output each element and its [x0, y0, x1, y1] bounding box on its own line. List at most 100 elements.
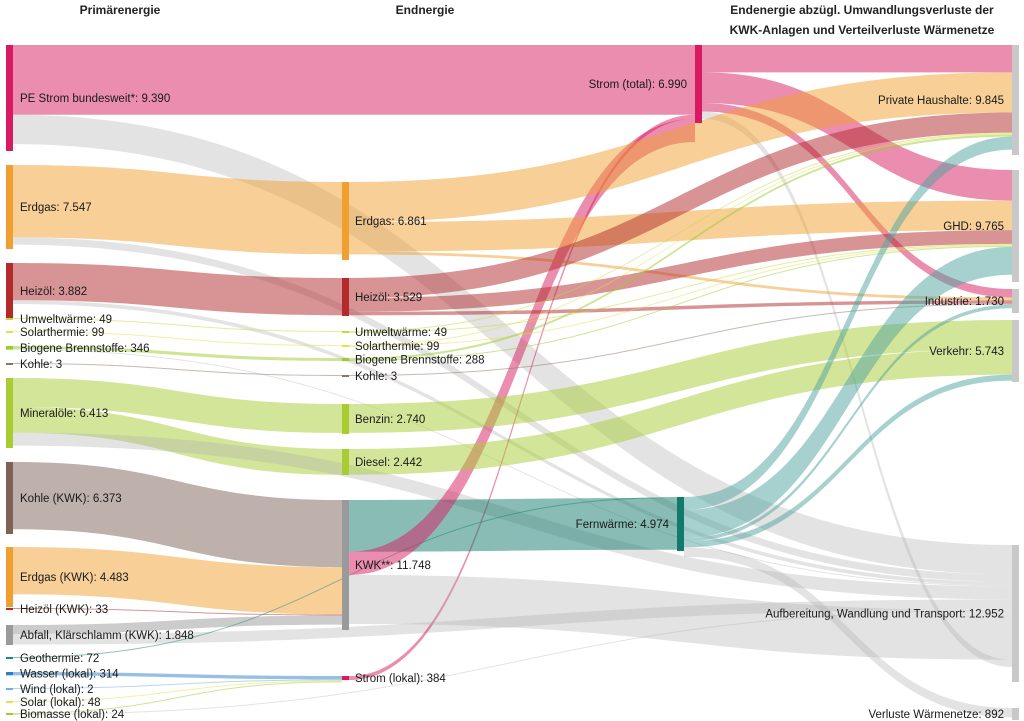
- node-p_kohle: [6, 363, 13, 365]
- label-p_geo: Geothermie: 72: [20, 653, 99, 665]
- label-p_wind: Wind (lokal): 2: [20, 684, 94, 696]
- flow-p_kohle_kwk-to-e_kwk: [13, 462, 342, 568]
- label-f_aufbereitung: Aufbereitung, Wandlung und Transport: 12…: [765, 609, 1004, 621]
- label-e_benzin: Benzin: 2.740: [355, 414, 425, 426]
- label-f_verkehr: Verkehr: 5.743: [929, 346, 1004, 358]
- flow-p_biogen-to-f_aufbereitung: [13, 349, 1012, 587]
- flow-e_erdgas-to-f_ghd: [349, 200, 1012, 252]
- flow-e_fernwaerme-to-f_haushalte: [684, 136, 1012, 510]
- label-f_haushalte: Private Haushalte: 9.845: [878, 95, 1004, 107]
- flow-p_erdgas-to-e_erdgas: [13, 165, 342, 255]
- flow-p_biomasse-to-e_strom_lokal: [13, 681, 342, 714]
- label-p_heizoel: Heizöl: 3.882: [20, 286, 87, 298]
- flow-e_biogen-to-f_ghd: [349, 245, 1012, 362]
- node-p_solar: [6, 331, 13, 333]
- header-endnergie: Endnergie: [396, 3, 455, 17]
- flow-e_strom_total-to-f_industrie: [702, 103, 1012, 298]
- flow-p_erdgas_kwk-to-e_kwk: [13, 547, 342, 615]
- flow-e_umwelt-to-f_ghd: [349, 243, 1012, 333]
- flow-p_solar_lokal-to-e_strom_lokal: [13, 680, 342, 702]
- flow-e_kwk-to-f_aufbereitung: [349, 574, 1012, 660]
- node-p_mineral: [6, 378, 13, 448]
- node-p_solar_lokal: [6, 701, 13, 703]
- node-e_heizoel: [342, 278, 349, 316]
- node-p_wasser: [6, 672, 13, 676]
- label-e_umwelt: Umweltwärme: 49: [355, 327, 447, 339]
- flow-p_abfall-to-e_kwk: [13, 615, 342, 635]
- label-e_heizoel: Heizöl: 3.529: [355, 292, 422, 304]
- label-e_strom_lokal: Strom (lokal): 384: [355, 673, 446, 685]
- nodes-layer: [6, 45, 1019, 720]
- node-p_erdgas: [6, 165, 13, 249]
- flow-p_kohle-to-e_kohle: [13, 363, 342, 376]
- label-e_fernwaerme: Fernwärme: 4.974: [576, 519, 670, 531]
- flow-e_fernwaerme-to-f_verkehr: [684, 374, 1012, 548]
- flow-e_fernwaerme-to-f_industrie: [684, 304, 1012, 542]
- node-f_verluste: [1012, 708, 1019, 720]
- label-e_biogen: Biogene Brennstoffe: 288: [355, 355, 485, 367]
- label-p_kohle: Kohle: 3: [20, 359, 62, 371]
- node-f_ghd: [1012, 170, 1019, 282]
- label-f_industrie: Industrie: 1.730: [925, 296, 1004, 308]
- node-p_biomasse: [6, 713, 13, 715]
- label-e_strom_total: Strom (total): 6.990: [589, 79, 687, 91]
- flow-e_kohle-to-f_industrie: [349, 303, 1012, 376]
- node-e_umwelt: [342, 331, 349, 333]
- node-f_haushalte: [1012, 45, 1019, 155]
- flow-e_solar-to-f_ghd: [349, 244, 1012, 347]
- label-e_diesel: Diesel: 2.442: [355, 457, 422, 469]
- node-f_industrie: [1012, 289, 1019, 313]
- label-pe_strom: PE Strom bundesweit*: 9.390: [20, 93, 170, 105]
- label-e_kohle: Kohle: 3: [355, 371, 397, 383]
- header-endenergie-line1: Endenergie abzügl. Umwandlungsverluste d…: [730, 3, 994, 17]
- node-f_aufbereitung: [1012, 545, 1019, 682]
- label-p_erdgas_kwk: Erdgas (KWK): 4.483: [20, 572, 129, 584]
- node-e_fernwaerme: [677, 497, 684, 551]
- label-e_erdgas: Erdgas: 6.861: [355, 216, 427, 228]
- flow-e_strom_total-to-f_haushalte: [702, 45, 1012, 73]
- header-primaerenergie: Primärenergie: [80, 3, 161, 17]
- node-p_heizoel: [6, 263, 13, 319]
- node-e_erdgas: [342, 182, 349, 260]
- node-e_strom_lokal: [342, 676, 349, 681]
- header-endenergie-line2: KWK-Anlagen und Verteilverluste Wärmenet…: [730, 23, 995, 37]
- node-p_erdgas_kwk: [6, 547, 13, 607]
- flow-p_abfall-to-f_aufbereitung: [13, 599, 1012, 645]
- node-e_diesel: [342, 449, 349, 475]
- flow-e_umwelt-to-f_haushalte: [349, 132, 1012, 332]
- flow-e_heizoel-to-f_ghd: [349, 230, 1012, 312]
- label-f_ghd: GHD: 9.765: [943, 221, 1004, 233]
- label-f_verluste: Verluste Wärmenetze: 892: [868, 709, 1004, 721]
- flow-p_biogen-to-e_biogen: [13, 346, 342, 362]
- flow-e_fernwaerme-to-f_ghd: [684, 246, 1012, 538]
- node-p_wind: [6, 688, 13, 690]
- node-p_geo: [6, 657, 13, 659]
- flow-e_heizoel-to-f_haushalte: [349, 112, 1012, 299]
- label-p_abfall: Abfall, Klärschlamm (KWK): 1.848: [20, 630, 194, 642]
- node-e_solar: [342, 345, 349, 347]
- flow-e_biogen-to-f_haushalte: [349, 134, 1012, 361]
- flow-p_heizoel-to-e_heizoel: [13, 263, 342, 316]
- flow-p_wasser-to-e_strom_lokal: [13, 672, 342, 680]
- flow-p_heizoel_kwk-to-e_kwk: [13, 608, 342, 616]
- flow-p_biomasse-to-f_aufbereitung: [13, 609, 1012, 715]
- label-p_biomasse: Biomasse (lokal): 24: [20, 709, 125, 721]
- label-e_kwk: KWK**: 11.748: [355, 560, 431, 572]
- flow-e_erdgas-to-f_haushalte: [349, 72, 1012, 223]
- label-p_wasser: Wasser (lokal): 314: [20, 669, 119, 681]
- flow-pe_strom-to-e_strom_total: [13, 45, 695, 115]
- label-p_solar: Solarthermie: 99: [20, 327, 104, 339]
- label-p_erdgas: Erdgas: 7.547: [20, 202, 92, 214]
- label-p_solar_lokal: Solar (lokal): 48: [20, 697, 101, 709]
- flow-p_mineral-to-e_diesel: [13, 406, 342, 475]
- label-p_kohle_kwk: Kohle (KWK): 6.373: [20, 493, 122, 505]
- flow-p_mineral-to-e_benzin: [13, 378, 342, 433]
- label-p_mineral: Mineralöle: 6.413: [20, 408, 108, 420]
- node-pe_strom: [6, 45, 13, 151]
- node-e_biogen: [342, 358, 349, 362]
- flow-p_wind-to-e_strom_lokal: [13, 679, 342, 689]
- label-p_umwelt: Umweltwärme: 49: [20, 314, 112, 326]
- label-e_solar: Solarthermie: 99: [355, 341, 439, 353]
- flow-p_umwelt-to-e_umwelt: [13, 318, 342, 332]
